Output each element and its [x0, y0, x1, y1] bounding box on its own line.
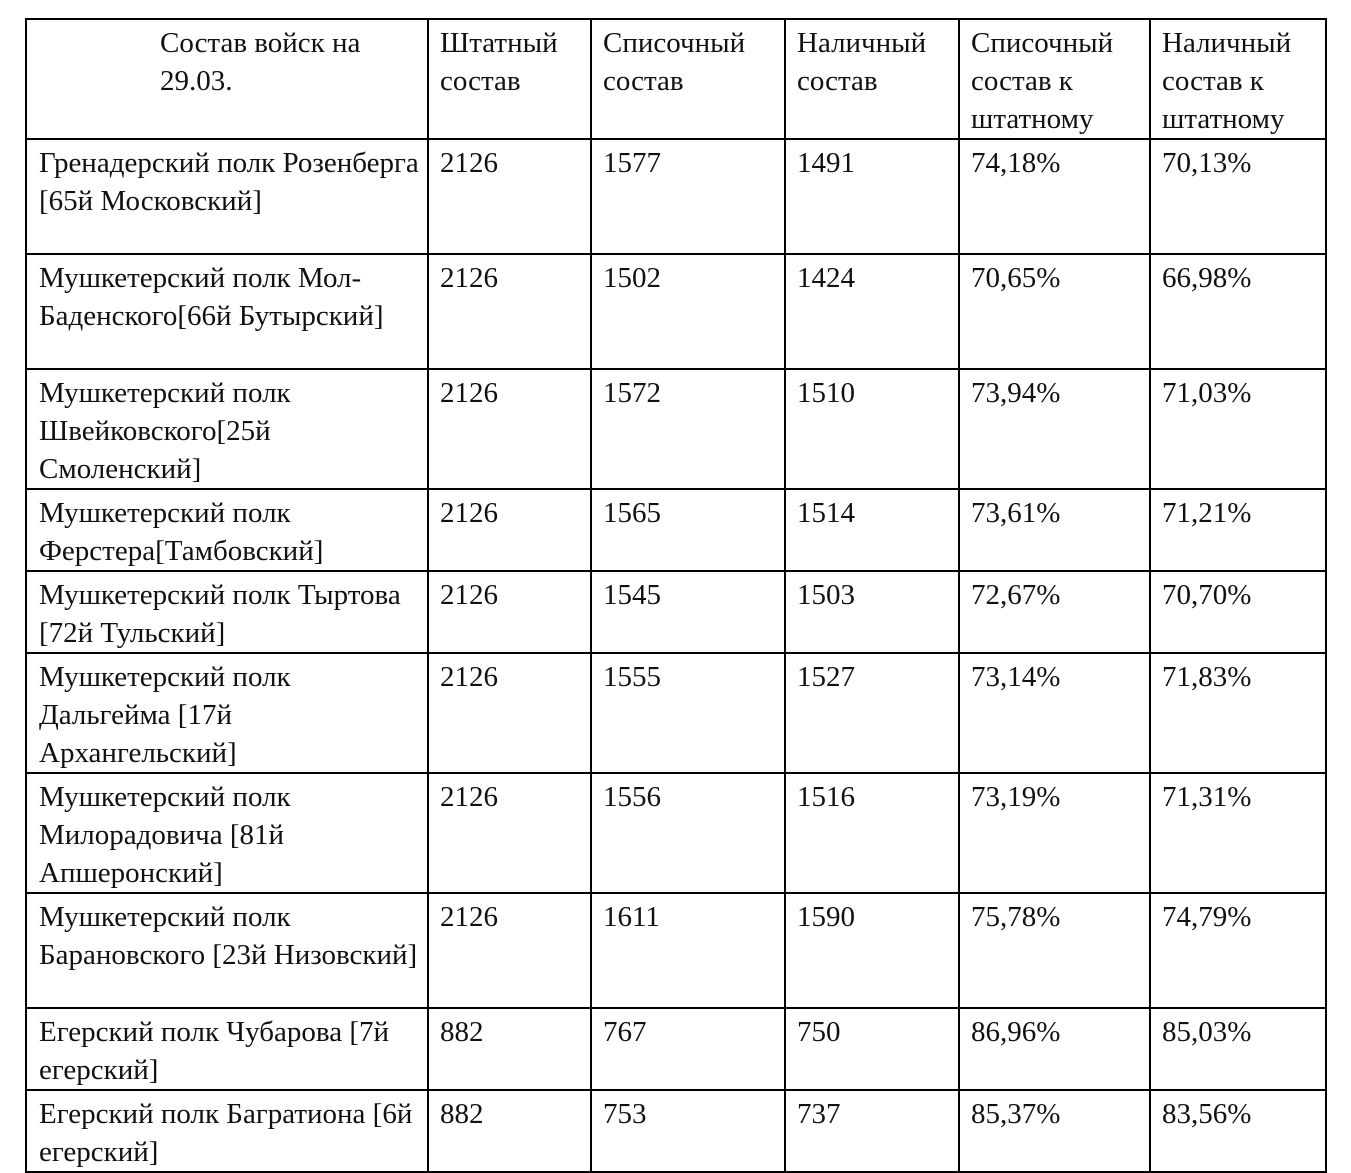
header-cell: Наличный состав: [784, 18, 960, 140]
cell: 2126: [427, 570, 592, 654]
row-label: Мушкетерский полк Милорадовича [81й Апше…: [25, 772, 429, 894]
cell: 66,98%: [1149, 253, 1327, 370]
cell: 85,37%: [958, 1089, 1151, 1173]
row-label: Мушкетерский полк Швейковского[25й Смоле…: [25, 368, 429, 490]
table-row: Гренадерский полк Розенберга [65й Москов…: [25, 138, 1327, 255]
header-cell: Наличный состав к штатному: [1149, 18, 1327, 140]
cell: 882: [427, 1089, 592, 1173]
row-label: Мушкетерский полк Мол-Баденского[66й Бут…: [25, 253, 429, 370]
cell: 1611: [590, 892, 786, 1009]
cell: 882: [427, 1007, 592, 1091]
cell: 1510: [784, 368, 960, 490]
cell: 74,18%: [958, 138, 1151, 255]
cell: 1572: [590, 368, 786, 490]
cell: 1577: [590, 138, 786, 255]
cell: 1590: [784, 892, 960, 1009]
cell: 2126: [427, 488, 592, 572]
cell: 73,14%: [958, 652, 1151, 774]
cell: 2126: [427, 652, 592, 774]
cell: 83,56%: [1149, 1089, 1327, 1173]
header-cell: Штатный состав: [427, 18, 592, 140]
cell: 71,83%: [1149, 652, 1327, 774]
cell: 71,31%: [1149, 772, 1327, 894]
cell: 71,21%: [1149, 488, 1327, 572]
row-label: Гренадерский полк Розенберга [65й Москов…: [25, 138, 429, 255]
table-row: Мушкетерский полк Дальгейма [17й Арханге…: [25, 652, 1327, 774]
cell: 737: [784, 1089, 960, 1173]
header-cell: Списочный состав: [590, 18, 786, 140]
cell: 1527: [784, 652, 960, 774]
cell: 2126: [427, 138, 592, 255]
cell: 70,70%: [1149, 570, 1327, 654]
cell: 1516: [784, 772, 960, 894]
header-cell: Списочный состав к штатному: [958, 18, 1151, 140]
cell: 1514: [784, 488, 960, 572]
row-label: Мушкетерский полк Дальгейма [17й Арханге…: [25, 652, 429, 774]
table-row: Мушкетерский полк Тыртова [72й Тульский]…: [25, 570, 1327, 654]
cell: 1502: [590, 253, 786, 370]
cell: 70,13%: [1149, 138, 1327, 255]
cell: 73,94%: [958, 368, 1151, 490]
cell: 72,67%: [958, 570, 1151, 654]
cell: 1556: [590, 772, 786, 894]
table-row: Мушкетерский полк Мол-Баденского[66й Бут…: [25, 253, 1327, 370]
cell: 75,78%: [958, 892, 1151, 1009]
cell: 74,79%: [1149, 892, 1327, 1009]
cell: 1503: [784, 570, 960, 654]
table-row: Мушкетерский полк Милорадовича [81й Апше…: [25, 772, 1327, 894]
row-label: Егерский полк Багратиона [6й егерский]: [25, 1089, 429, 1173]
cell: 1491: [784, 138, 960, 255]
cell: 86,96%: [958, 1007, 1151, 1091]
table-row: Егерский полк Багратиона [6й егерский] 88…: [25, 1089, 1327, 1173]
cell: 2126: [427, 253, 592, 370]
cell: 1565: [590, 488, 786, 572]
row-label: Мушкетерский полк Ферстера[Тамбовский]: [25, 488, 429, 572]
table-row: Мушкетерский полк Швейковского[25й Смоле…: [25, 368, 1327, 490]
cell: 73,19%: [958, 772, 1151, 894]
cell: 1555: [590, 652, 786, 774]
cell: 1545: [590, 570, 786, 654]
cell: 753: [590, 1089, 786, 1173]
row-label: Мушкетерский полк Тыртова [72й Тульский]: [25, 570, 429, 654]
cell: 767: [590, 1007, 786, 1091]
cell: 73,61%: [958, 488, 1151, 572]
cell: 2126: [427, 772, 592, 894]
header-cell: Состав войск на 29.03.: [25, 18, 429, 140]
cell: 1424: [784, 253, 960, 370]
cell: 2126: [427, 892, 592, 1009]
cell: 71,03%: [1149, 368, 1327, 490]
header-row: Состав войск на 29.03. Штатный состав Спис…: [25, 18, 1327, 140]
cell: 750: [784, 1007, 960, 1091]
table-row: Егерский полк Чубарова [7й егерский] 882 7…: [25, 1007, 1327, 1091]
cell: 2126: [427, 368, 592, 490]
cell: 85,03%: [1149, 1007, 1327, 1091]
table-row: Мушкетерский полк Барановского [23й Низо…: [25, 892, 1327, 1009]
cell: 70,65%: [958, 253, 1151, 370]
table-row: Мушкетерский полк Ферстера[Тамбовский] 21…: [25, 488, 1327, 572]
row-label: Мушкетерский полк Барановского [23й Низо…: [25, 892, 429, 1009]
row-label: Егерский полк Чубарова [7й егерский]: [25, 1007, 429, 1091]
table: Состав войск на 29.03. Штатный состав Спис…: [25, 18, 1327, 1173]
